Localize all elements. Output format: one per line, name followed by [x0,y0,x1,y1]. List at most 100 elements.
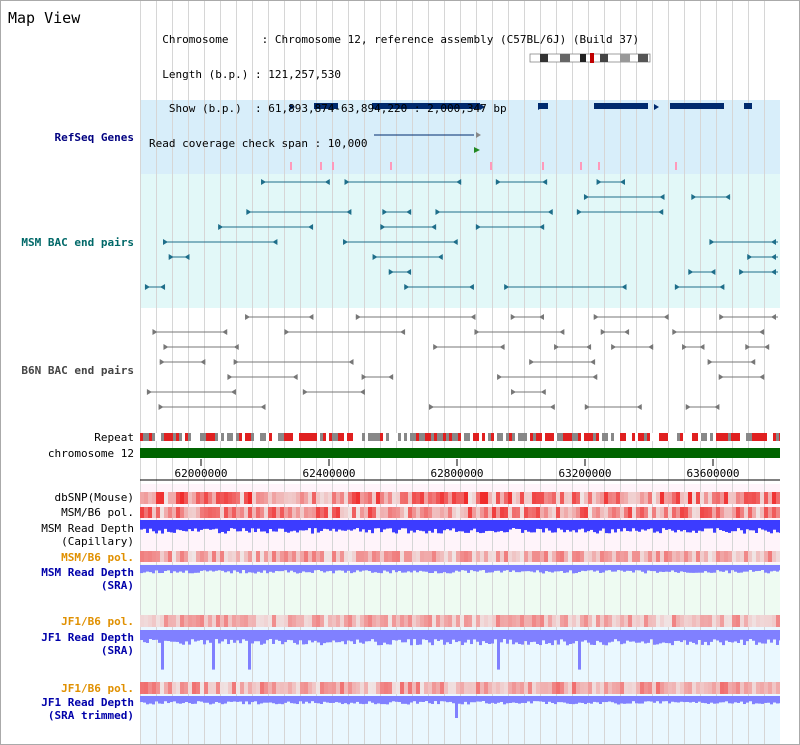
heat-cell [400,492,404,504]
depth-bar [245,696,248,702]
depth-bar [515,565,518,573]
depth-bar [602,696,605,703]
track-label-dbsnp[interactable]: dbSNP(Mouse) [54,491,134,504]
track-label-msm-b6-pol-2[interactable]: MSM/B6 pol. [61,551,134,564]
depth-bar [398,630,401,640]
heat-cell [236,492,240,504]
depth-bar [569,696,572,704]
heat-cell [428,507,432,518]
depth-bar [584,696,587,705]
heat-cell [376,507,380,518]
chromosome-ideogram[interactable] [528,52,652,64]
heat-cell [404,492,408,504]
depth-bar [413,696,416,702]
heat-cell [336,551,340,562]
depth-bar [458,520,461,532]
depth-bar [290,630,293,641]
track-label-msm-b6-pol-1[interactable]: MSM/B6 pol. [61,506,134,519]
heat-cell [284,682,288,694]
heat-cell [416,551,420,562]
heat-cell [168,551,172,562]
track-label-jf1-read-depth-trimmed[interactable]: JF1 Read Depth [41,696,134,709]
track-label-jf1-read-depth-sra[interactable]: JF1 Read Depth [41,631,134,644]
depth-bar [500,565,503,573]
track-label-msm-read-depth-sra[interactable]: MSM Read Depth [41,566,134,579]
heat-cell [184,507,188,518]
depth-bar [353,520,356,530]
heat-cell [148,615,152,627]
track-label-msm-bac[interactable]: MSM BAC end pairs [21,236,134,249]
track-label-msm-read-depth-capillary[interactable]: MSM Read Depth [41,522,134,535]
track-label-jf1-b6-pol-2[interactable]: JF1/B6 pol. [61,682,134,695]
track-label-refseq-genes[interactable]: RefSeq Genes [54,131,134,144]
depth-bar [194,696,197,704]
heat-cell [264,507,268,518]
heat-cell [496,615,500,627]
heat-cell [448,615,452,627]
heat-cell [436,507,440,518]
depth-bar [224,520,227,534]
depth-bar [263,565,266,571]
depth-bar [323,630,326,644]
track-label-chromosome[interactable]: chromosome 12 [47,447,134,460]
repeat-block [308,433,311,441]
heat-cell [324,507,328,518]
depth-bar [680,520,683,532]
repeat-block [680,433,683,441]
track-label-jf1-b6-pol-1[interactable]: JF1/B6 pol. [61,615,134,628]
heat-cell [236,615,240,627]
depth-bar [650,696,653,702]
depth-bar [428,520,431,531]
msm-bac-end-marker [346,209,352,215]
depth-bar [410,696,413,703]
heat-cell [756,551,760,562]
heat-cell [676,615,680,627]
heat-cell [252,507,256,518]
repeat-block [767,433,770,441]
depth-bar [641,520,644,530]
depth-bar [176,696,179,704]
depth-bar [329,565,332,571]
heat-cell [276,492,280,504]
heat-cell [648,682,652,694]
depth-bar [278,520,281,529]
depth-bar [302,696,305,704]
depth-bar [182,565,185,573]
heat-cell [224,615,228,627]
heat-cell [276,507,280,518]
depth-bar [380,696,383,705]
heat-cell [360,492,364,504]
depth-bar [647,630,650,643]
heat-cell [536,682,540,694]
heat-cell [312,551,316,562]
b6n-bac-end-marker [586,344,592,350]
heat-cell [208,682,212,694]
heat-cell [740,551,744,562]
depth-bar [746,520,749,530]
depth-bar [152,630,155,640]
heat-cell [344,492,348,504]
depth-bar [569,520,572,532]
depth-bar [650,630,653,640]
repeat-block [185,433,188,441]
heat-cell [620,492,624,504]
heat-cell [620,615,624,627]
heat-cell [424,615,428,627]
track-label-repeat[interactable]: Repeat [94,431,134,444]
depth-bar [695,520,698,533]
heat-cell [752,492,756,504]
depth-bar [662,520,665,529]
depth-bar [179,565,182,572]
depth-bar [257,565,260,572]
depth-bar [224,630,227,640]
depth-bar [173,696,176,702]
depth-bar [254,520,257,533]
heat-cell [580,507,584,518]
track-label-b6n-bac[interactable]: B6N BAC end pairs [21,364,134,377]
repeat-block [734,433,737,441]
heat-cell [740,492,744,504]
heat-cell [676,551,680,562]
repeat-block [329,433,332,441]
repeat-block [491,433,494,441]
b6n-bac-end-marker [682,344,688,350]
